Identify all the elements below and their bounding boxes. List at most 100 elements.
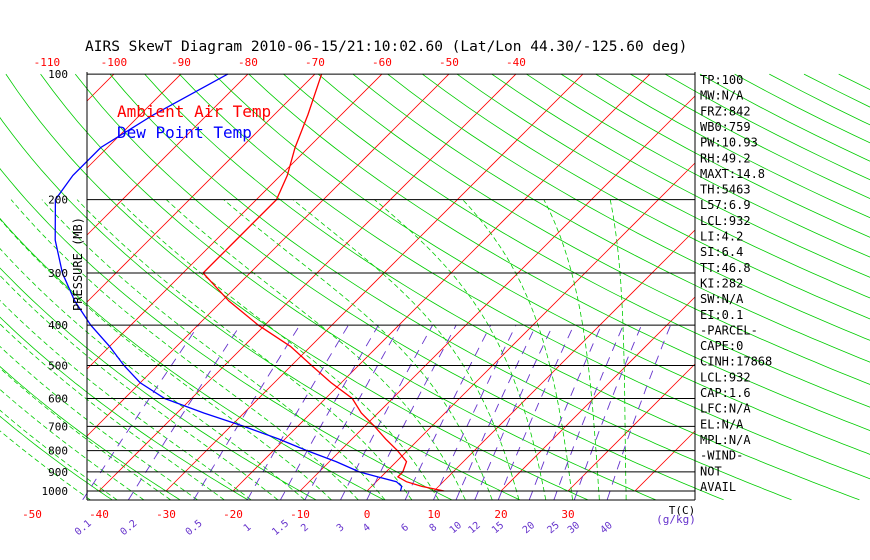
top-temp-tick-label: -110 (34, 56, 61, 69)
mixing-ratio-line (193, 324, 301, 501)
mixing-ratio-label: 0.1 (73, 518, 94, 538)
mixing-ratio-line (497, 324, 575, 500)
mixing-ratio-label: 2 (299, 522, 311, 534)
dry-adiabat-line (0, 168, 452, 501)
isotherm-line (86, 73, 450, 437)
mixing-ratio-unit-label: (g/kg) (656, 513, 696, 526)
bottom-temp-tick-label: -10 (290, 508, 310, 521)
moist-adiabat-line (223, 199, 493, 500)
isotherm-line (86, 73, 383, 370)
pressure-tick-label: 100 (48, 68, 68, 81)
mixing-ratio-line (528, 324, 602, 500)
mixing-ratio-line (606, 324, 672, 500)
dry-adiabat-line (0, 316, 249, 501)
moist-adiabat-line (292, 199, 520, 500)
top-temp-tick-label: -70 (305, 56, 325, 69)
index-item: SW:N/A (700, 292, 744, 306)
temperature-profile-line (202, 73, 445, 492)
mixing-ratio-label: 0.5 (184, 518, 205, 538)
axes-frame (86, 72, 696, 501)
dry-adiabat-line (179, 73, 870, 480)
mixing-ratio-label: 6 (399, 522, 411, 534)
mixing-ratio-line (433, 324, 517, 500)
moist-adiabat-line (0, 430, 91, 501)
moist-adiabat-line (0, 323, 225, 501)
index-item: RH:49.2 (700, 151, 751, 165)
pressure-tick-label: 200 (48, 194, 68, 207)
isotherm-line (232, 73, 651, 492)
index-item: CAP:1.6 (700, 386, 751, 400)
index-item: CINH:17868 (700, 355, 772, 369)
isotherm-line (86, 73, 182, 169)
legend-dew-point-temp: Dew Point Temp (117, 123, 252, 142)
index-item: LCL:932 (700, 370, 751, 384)
index-item: TP:100 (700, 73, 743, 87)
dry-adiabat-line (769, 73, 870, 126)
isotherm-line (567, 363, 696, 492)
index-item: MPL:N/A (700, 433, 751, 447)
moist-adiabat-line (543, 199, 600, 500)
legend-ambient-air-temp: Ambient Air Temp (117, 102, 271, 121)
moist-adiabat-line (0, 248, 305, 501)
pressure-tick-label: 1000 (42, 485, 69, 498)
mixing-ratio-line (474, 324, 554, 500)
index-item: TT:46.8 (700, 261, 751, 275)
mixing-ratio-label: 15 (490, 520, 506, 536)
isotherm-line (299, 95, 696, 492)
index-item: WB0:759 (700, 120, 751, 134)
index-item: LI:4.2 (700, 230, 743, 244)
index-item: FRZ:842 (700, 104, 751, 118)
mixing-ratio-line (573, 324, 642, 500)
moist-adiabat-line (0, 274, 279, 501)
sounding-profiles (54, 73, 445, 492)
mixing-ratio-line (280, 324, 379, 501)
pressure-tick-label: 800 (48, 445, 68, 458)
index-item: EL:N/A (700, 417, 744, 431)
mixing-ratio-label: 25 (545, 520, 561, 536)
isotherm-line (634, 430, 696, 492)
mixing-ratio-label: 20 (521, 520, 537, 536)
mixing-ratio-line (246, 324, 349, 501)
mixing-ratio-label: 12 (467, 520, 483, 536)
isotherm-line (86, 73, 115, 102)
dry-adiabat-line (144, 73, 860, 501)
isotherm-line (366, 162, 696, 492)
top-temp-tick-label: -50 (439, 56, 459, 69)
index-item: -PARCEL- (700, 323, 758, 337)
pressure-tick-label: 300 (48, 267, 68, 280)
top-temp-tick-label: -80 (238, 56, 258, 69)
mixing-ratio-label: 30 (566, 520, 582, 536)
moist-adiabat-line (41, 199, 386, 501)
dry-adiabat-line (213, 73, 870, 455)
dry-adiabat-line (352, 73, 870, 363)
top-temp-tick-label: -40 (506, 56, 526, 69)
mixing-ratio-label: 8 (428, 522, 440, 534)
mixing-ratio-label: 4 (361, 522, 373, 534)
mixing-ratio-label: 40 (599, 520, 615, 536)
moist-adiabat-line (76, 199, 413, 501)
dry-adiabat-line (317, 73, 870, 385)
dry-adiabat-line (0, 217, 385, 501)
dry-adiabat-line (109, 73, 792, 501)
dry-adiabat-line (0, 366, 181, 501)
mixing-ratio-line (82, 324, 199, 501)
index-item: MW:N/A (700, 89, 744, 103)
moist-adiabat-line (374, 199, 547, 500)
bottom-temp-tick-label: 0 (364, 508, 371, 521)
chart-title: AIRS SkewT Diagram 2010-06-15/21:10:02.6… (85, 39, 687, 55)
dry-adiabat-line (422, 73, 870, 320)
index-item: AVAIL (700, 480, 736, 494)
moist-adiabat-line (10, 199, 359, 501)
index-item: L57:6.9 (700, 198, 751, 212)
mixing-ratio-label: 1.5 (270, 518, 291, 538)
isotherm-line (500, 296, 696, 492)
mixing-ratio-label: 0.2 (119, 518, 140, 538)
legend: Ambient Air Temp Dew Point Temp (117, 102, 271, 142)
dry-adiabat-line (248, 73, 870, 431)
bottom-temp-tick-label: -30 (156, 508, 176, 521)
dewpoint-profile-line (54, 73, 403, 492)
bottom-temp-tick-label: 10 (427, 508, 440, 521)
temp-unit-label: T(C) (669, 504, 696, 517)
